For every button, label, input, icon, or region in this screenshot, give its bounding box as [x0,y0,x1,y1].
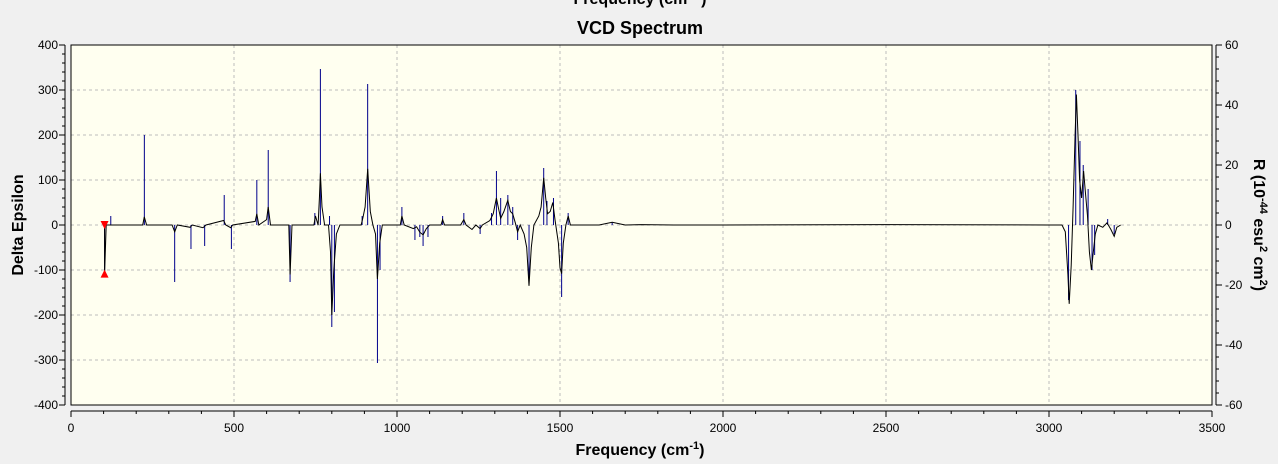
x-tick-label: 2500 [873,421,900,435]
y-tick-label: -100 [34,263,58,277]
x-tick-label: 3500 [1199,421,1226,435]
y2-tick-label: -40 [1225,338,1243,352]
x-tick-label: 500 [224,421,244,435]
y-axis-label: Delta Epsilon [10,174,27,275]
y2-tick-label: 20 [1225,158,1239,172]
y-tick-label: -300 [34,353,58,367]
y2-tick-label: -60 [1225,398,1243,412]
y-tick-label: 200 [38,128,58,142]
y-tick-label: -200 [34,308,58,322]
x-axis-label: Frequency (cm-1) [576,440,705,459]
y2-tick-label: 0 [1225,218,1232,232]
peak-markers [100,221,109,278]
y2-axis-label: R (10-44 esu2 cm2) [1250,159,1269,291]
x-tick-label: 1000 [384,421,411,435]
y-tick-label: 100 [38,173,58,187]
x-axis: 0 500 1000 1500 2000 2500 3000 3500 [68,410,1226,435]
marker-triangle-up [100,269,109,278]
y-tick-label: -400 [34,398,58,412]
x-tick-label: 3000 [1036,421,1063,435]
x-tick-label: 1500 [547,421,574,435]
y2-tick-label: -20 [1225,278,1243,292]
plot-border [70,44,1213,406]
y-tick-label: 0 [51,218,58,232]
y-axis-left: 400 300 200 100 0 -100 -200 -300 -400 [34,38,66,412]
x-tick-label: 0 [68,421,75,435]
x-tick-label: 2000 [710,421,737,435]
marker-triangle-down [100,221,109,229]
y-tick-label: 400 [38,38,58,52]
y2-tick-label: 40 [1225,98,1239,112]
clipped-top-label: Frequency (cm⁻¹) [574,0,707,8]
chart-title: VCD Spectrum [577,18,703,38]
y2-tick-label: 60 [1225,38,1239,52]
y-axis-right: 60 40 20 0 -20 -40 -60 [1215,38,1243,412]
y-tick-label: 300 [38,83,58,97]
vcd-spectrum-line [104,94,1121,316]
